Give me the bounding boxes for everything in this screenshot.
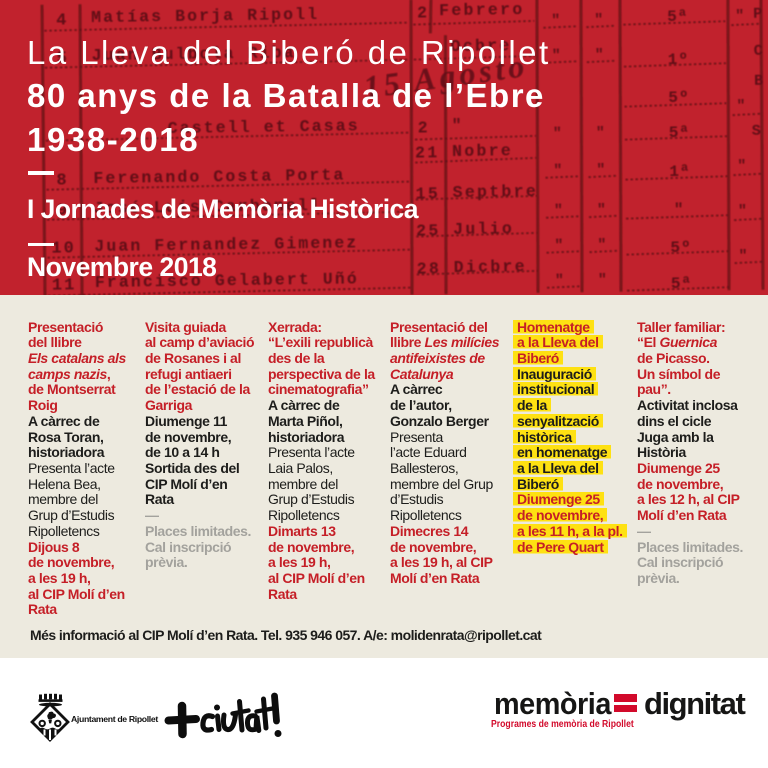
svg-text:5ª: 5ª [671,275,692,293]
svg-text:": " [596,162,605,179]
svg-text:": " [735,8,745,25]
svg-text:Febrero: Febrero [439,0,525,20]
svg-text:1º: 1º [668,51,689,69]
svg-text:Matías Borja Ripoll: Matías Borja Ripoll [91,5,319,27]
svg-text:4: 4 [56,11,68,30]
svg-text:": " [738,203,748,220]
svg-text:Julio: Julio [453,219,514,239]
svg-text:Dicbre: Dicbre [454,257,527,277]
svg-text:25: 25 [416,221,441,240]
svg-text:": " [598,272,607,289]
svg-text:": " [552,48,561,65]
svg-text:C: C [754,43,764,60]
svg-text:Nobre: Nobre [452,141,513,161]
svg-text:": " [736,98,746,115]
svg-text:5º: 5º [668,89,689,107]
svg-text:": " [594,12,603,29]
svg-text:": " [595,47,604,64]
svg-text:": " [597,202,606,219]
svg-text:9: 9 [57,201,69,220]
svg-text:11: 11 [52,276,77,295]
svg-text:": " [597,237,606,254]
svg-text:Francisco Gelabert Uñó: Francisco Gelabert Uñó [95,269,359,292]
svg-text:Juan Bulbola Riba: Juan Bulbola Riba [92,43,296,65]
svg-text:5: 5 [57,49,69,68]
svg-text:": " [737,158,747,175]
svg-text:S: S [752,123,762,140]
svg-text:Ocbre: Ocbre [450,36,511,56]
svg-text:": " [553,126,562,143]
svg-text:Juan Fernandez Gimenez: Juan Fernandez Gimenez [94,233,358,256]
svg-text:": " [551,13,560,30]
svg-text:José Luis Carbonell: José Luis Carbonell [94,196,322,218]
svg-text:10: 10 [51,239,76,258]
svg-text:": " [555,273,564,290]
svg-text:": " [674,201,685,219]
svg-text:": " [452,116,464,135]
svg-text:28: 28 [417,259,442,278]
svg-text:15: 15 [416,184,441,203]
svg-text:Castell et Casas: Castell et Casas [168,116,360,138]
svg-text:": " [553,163,562,180]
svg-text:21: 21 [415,143,440,162]
svg-text:2: 2 [417,3,429,22]
svg-text:5ª: 5ª [667,8,688,26]
svg-text:": " [738,248,748,265]
svg-text:Septbre: Septbre [452,182,538,202]
svg-text:5ª: 5ª [669,124,690,142]
svg-text:5º: 5º [670,239,691,257]
svg-text:8: 8 [56,171,68,190]
svg-text:": " [554,203,563,220]
svg-text:1ª: 1ª [669,163,690,181]
svg-text:B: B [754,73,764,90]
svg-text:2: 2 [418,118,430,137]
svg-text:Ferenando Costa Porta: Ferenando Costa Porta [93,166,345,189]
svg-text:": " [596,125,605,142]
svg-text:": " [554,238,563,255]
svg-text:P: P [753,6,763,23]
